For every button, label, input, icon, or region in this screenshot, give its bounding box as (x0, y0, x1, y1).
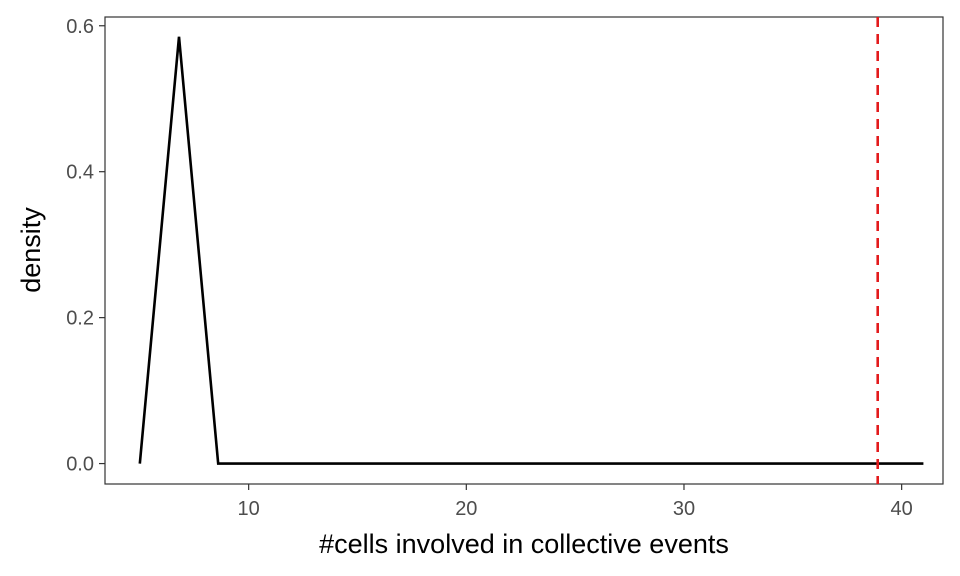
series-layer (138, 36, 924, 465)
x-tick-label: 40 (891, 498, 913, 520)
x-tick-label: 10 (238, 498, 260, 520)
x-tick-label: 20 (455, 498, 477, 520)
y-axis-title: density (16, 207, 46, 293)
x-tick-label: 30 (673, 498, 695, 520)
y-tick-label: 0.0 (66, 454, 94, 476)
x-axis: 10 20 30 40 (238, 484, 913, 520)
y-tick-label: 0.2 (66, 308, 94, 330)
plot-panel-border (104, 16, 944, 485)
y-axis: 0.0 0.2 0.4 0.6 (66, 16, 105, 476)
y-tick-label: 0.6 (66, 16, 94, 38)
y-tick-label: 0.4 (66, 162, 94, 184)
x-axis-title: #cells involved in collective events (319, 529, 729, 559)
density-line (138, 36, 924, 465)
